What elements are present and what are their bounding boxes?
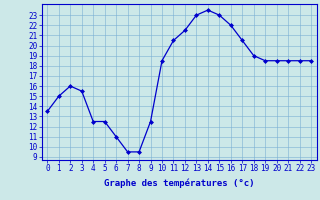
X-axis label: Graphe des températures (°c): Graphe des températures (°c) xyxy=(104,179,254,188)
